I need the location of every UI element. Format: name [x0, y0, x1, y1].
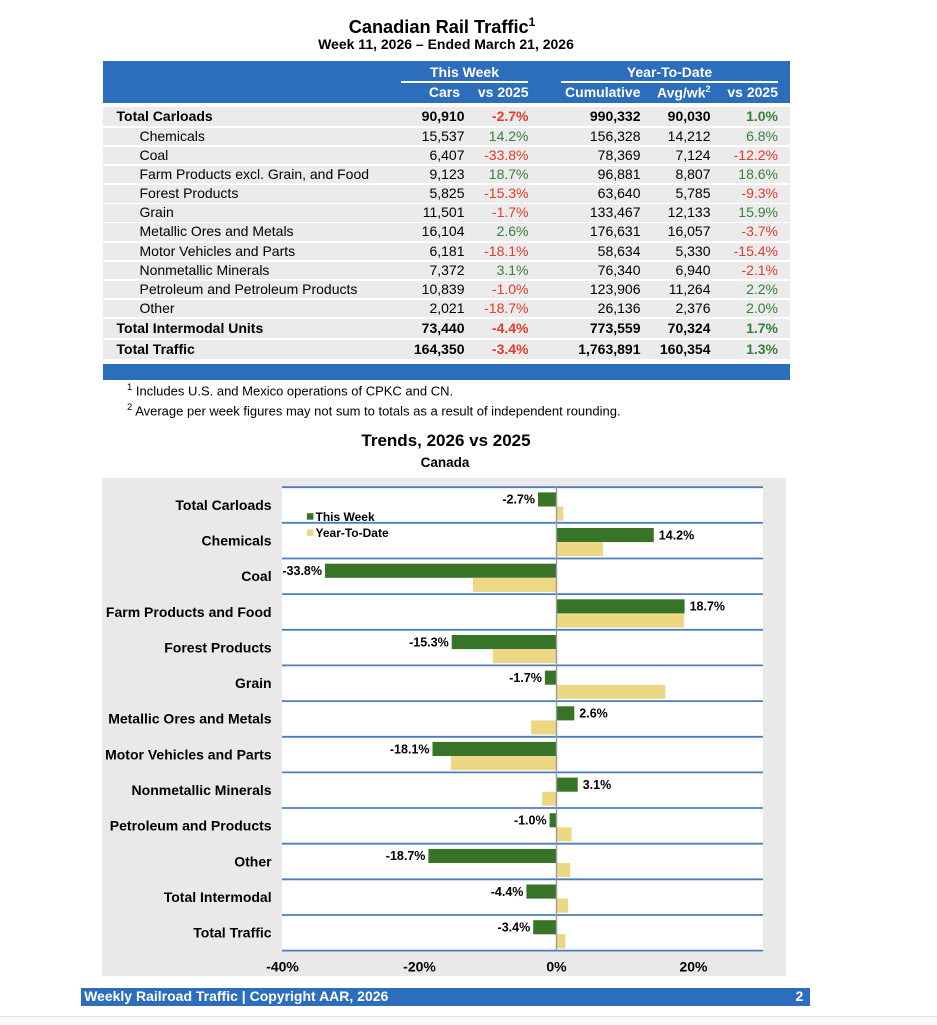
svg-text:Other: Other: [234, 853, 272, 869]
svg-text:-1.7%: -1.7%: [509, 671, 542, 685]
svg-text:Petroleum and Products: Petroleum and Products: [110, 818, 272, 834]
svg-text:-2.7%: -2.7%: [502, 493, 535, 507]
svg-text:Coal: Coal: [241, 568, 271, 584]
svg-text:Total Intermodal: Total Intermodal: [164, 889, 272, 905]
svg-text:-1.0%: -1.0%: [514, 814, 547, 828]
svg-text:-18.1%: -18.1%: [390, 742, 430, 756]
svg-text:Forest Products: Forest Products: [164, 639, 272, 655]
svg-text:This Week: This Week: [316, 510, 375, 524]
svg-text:Nonmetallic Minerals: Nonmetallic Minerals: [132, 782, 272, 798]
svg-text:Chemicals: Chemicals: [202, 533, 272, 549]
svg-text:20%: 20%: [679, 959, 708, 975]
svg-text:-18.7%: -18.7%: [386, 849, 426, 863]
svg-text:Motor Vehicles and Parts: Motor Vehicles and Parts: [105, 746, 272, 762]
svg-text:Total Traffic: Total Traffic: [193, 925, 272, 941]
svg-text:-20%: -20%: [403, 959, 436, 975]
svg-text:18.7%: 18.7%: [690, 600, 725, 614]
svg-text:Metallic Ores and Metals: Metallic Ores and Metals: [108, 711, 272, 727]
svg-text:-33.8%: -33.8%: [282, 564, 322, 578]
svg-text:Total Carloads: Total Carloads: [175, 497, 271, 513]
svg-text:2.6%: 2.6%: [579, 707, 608, 721]
svg-text:-4.4%: -4.4%: [491, 885, 524, 899]
svg-text:Year-To-Date: Year-To-Date: [316, 526, 389, 540]
svg-text:-15.3%: -15.3%: [409, 635, 449, 649]
svg-text:0%: 0%: [546, 959, 567, 975]
svg-text:-40%: -40%: [266, 959, 299, 975]
svg-text:14.2%: 14.2%: [659, 528, 694, 542]
svg-text:-3.4%: -3.4%: [498, 921, 531, 935]
svg-text:3.1%: 3.1%: [583, 778, 612, 792]
svg-text:Farm Products and Food: Farm Products and Food: [106, 604, 272, 620]
svg-text:Grain: Grain: [235, 675, 272, 691]
